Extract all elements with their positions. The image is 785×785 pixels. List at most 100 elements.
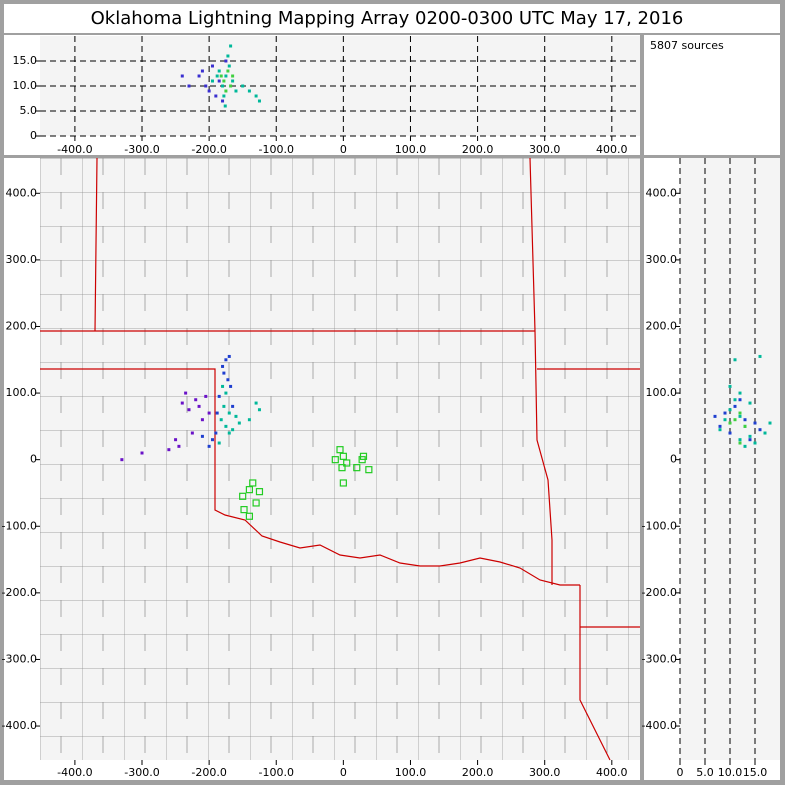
station (338, 464, 346, 472)
y-tick-label: 10.0 (13, 79, 38, 92)
x-tick-label: 0 (677, 766, 684, 779)
source-point (748, 434, 752, 438)
source-point (257, 408, 261, 412)
source-point (254, 94, 258, 98)
x-tick-label: 15.0 (743, 766, 768, 779)
source-point (224, 74, 228, 78)
source-point (219, 418, 223, 422)
source-point (187, 84, 191, 88)
source-point (221, 384, 225, 388)
station (240, 506, 248, 514)
source-point (743, 418, 747, 422)
source-point (190, 431, 194, 435)
source-point (227, 411, 231, 415)
x-tick-label: 100.0 (395, 143, 427, 156)
source-point (214, 431, 218, 435)
source-point (223, 104, 227, 108)
source-point (241, 84, 245, 88)
y-tick-label: 0 (30, 129, 37, 142)
y-tick-label: 200.0 (6, 319, 38, 332)
source-point (743, 444, 747, 448)
source-point (197, 74, 201, 78)
source-point (221, 364, 225, 368)
y-tick-label: 100.0 (646, 386, 678, 399)
y-tick-label: 400.0 (6, 186, 38, 199)
source-point (231, 74, 235, 78)
station (245, 512, 253, 520)
source-point (733, 418, 737, 422)
source-point (231, 79, 235, 83)
source-point (247, 89, 251, 93)
sources-count: 5807 sources (650, 39, 724, 52)
source-point (224, 59, 228, 63)
source-point (728, 408, 732, 412)
source-point (210, 79, 214, 83)
source-point (733, 404, 737, 408)
source-point (226, 69, 230, 73)
source-point (210, 64, 214, 68)
source-point (229, 84, 233, 88)
title-bar (4, 4, 780, 33)
y-tick-label: -100.0 (2, 519, 37, 532)
y-tick-label: 0 (30, 453, 37, 466)
source-point (753, 441, 757, 445)
y-tick-label: 5.0 (20, 104, 38, 117)
source-point (187, 408, 191, 412)
station (359, 452, 368, 460)
source-point (207, 444, 211, 448)
source-point (743, 424, 747, 428)
source-point (167, 448, 171, 452)
source-point (120, 458, 124, 462)
source-point (184, 391, 188, 395)
y-tick-label: 300.0 (646, 253, 678, 266)
source-point (194, 398, 198, 402)
source-point (733, 358, 737, 362)
source-point (222, 79, 226, 83)
x-tick-label: -200.0 (191, 143, 226, 156)
x-tick-label: 10.0 (718, 766, 743, 779)
source-point (713, 414, 717, 418)
source-point (758, 428, 762, 432)
source-point (215, 411, 219, 415)
source-point (222, 371, 226, 375)
source-point (237, 421, 241, 425)
station (353, 464, 361, 472)
source-point (204, 394, 208, 398)
source-point (234, 414, 238, 418)
source-point (200, 434, 204, 438)
y-tick-label: 400.0 (646, 186, 678, 199)
source-point (214, 94, 218, 98)
x-tick-label: -400.0 (57, 143, 92, 156)
y-tick-label: -100.0 (642, 519, 677, 532)
y-tick-label: -200.0 (642, 586, 677, 599)
station (331, 456, 339, 464)
y-tick-label: 200.0 (646, 319, 678, 332)
station (339, 479, 347, 487)
y-tick-label: -300.0 (2, 652, 37, 665)
source-point (718, 428, 722, 432)
source-point (229, 44, 233, 48)
source-point (257, 99, 261, 103)
x-tick-label: 400.0 (596, 766, 628, 779)
source-point (254, 401, 258, 405)
x-tick-label: -100.0 (259, 143, 294, 156)
source-point (231, 404, 235, 408)
station (343, 459, 351, 467)
x-tick-label: 300.0 (529, 143, 561, 156)
source-point (217, 394, 221, 398)
source-point (763, 431, 767, 435)
source-point (177, 444, 181, 448)
station (336, 446, 344, 454)
source-point (738, 398, 742, 402)
source-point (226, 378, 230, 382)
x-tick-label: 0 (340, 766, 347, 779)
source-point (210, 438, 214, 442)
y-tick-label: 0 (670, 453, 677, 466)
source-point (229, 384, 233, 388)
source-point (728, 384, 732, 388)
source-point (733, 398, 737, 402)
source-point (728, 431, 732, 435)
x-tick-label: -400.0 (57, 766, 92, 779)
